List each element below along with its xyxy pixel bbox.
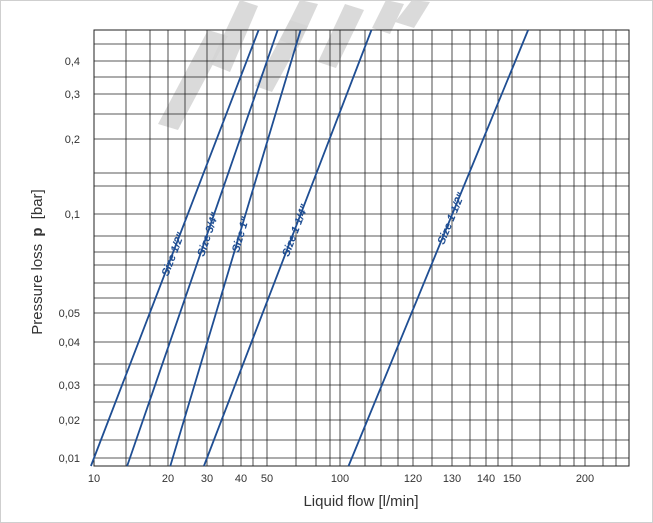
- x-tick-label: 20: [162, 473, 174, 485]
- x-tick-label: 30: [201, 473, 213, 485]
- x-axis-label: Liquid flow [l/min]: [303, 493, 418, 510]
- y-tick-label: 0,05: [59, 308, 80, 320]
- y-tick-label: 0,3: [65, 89, 80, 101]
- y-axis-label-prefix: Pressure loss: [29, 244, 46, 335]
- y-tick-label: 0,1: [65, 209, 80, 221]
- watermark: [158, 0, 430, 130]
- x-tick-label: 100: [331, 473, 349, 485]
- y-tick-label: 0,03: [59, 380, 80, 392]
- x-tick-labels: 10 20 30 40 50 100 120 130 140 150 200: [88, 473, 594, 485]
- x-tick-label: 10: [88, 473, 100, 485]
- y-axis-label-unit: [bar]: [29, 189, 46, 219]
- series-line-2: [169, 29, 302, 467]
- x-tick-label: 130: [443, 473, 461, 485]
- y-tick-label: 0,02: [59, 415, 80, 427]
- watermark-stroke-3: [280, 0, 318, 48]
- x-tick-label: 150: [503, 473, 521, 485]
- watermark-stroke-0: [158, 30, 228, 130]
- series-line-1: [126, 29, 279, 467]
- x-tick-label: 50: [261, 473, 273, 485]
- y-tick-label: 0,4: [65, 56, 80, 68]
- y-tick-label: 0,2: [65, 134, 80, 146]
- series-line-4: [347, 29, 529, 467]
- y-axis-label: Pressure loss p [bar]: [29, 189, 46, 334]
- watermark-stroke-6: [395, 0, 430, 28]
- series-label-0: Size 1/2": [160, 230, 188, 278]
- series-line-0: [90, 29, 260, 467]
- plot-border: [93, 29, 630, 467]
- watermark-stroke-4: [318, 4, 364, 68]
- y-tick-label: 0,04: [59, 337, 80, 349]
- series-label-1: Size 3/4": [195, 210, 221, 258]
- x-tick-label: 200: [576, 473, 594, 485]
- x-tick-label: 120: [404, 473, 422, 485]
- x-tick-label: 140: [477, 473, 495, 485]
- chart-series: Size 1/2" Size 3/4" Size 1" Size 1 1/4" Size…: [90, 29, 529, 467]
- y-tick-labels: 0,4 0,3 0,2 0,1 0,05 0,04 0,03 0,02 0,01: [59, 56, 80, 465]
- x-tick-label: 40: [235, 473, 247, 485]
- series-label-2: Size 1": [230, 215, 252, 254]
- watermark-stroke-1: [210, 0, 258, 72]
- y-tick-label: 0,01: [59, 453, 80, 465]
- watermark-stroke-5: [372, 0, 404, 34]
- y-axis-label-symbol: p: [29, 227, 46, 236]
- series-line-3: [203, 29, 373, 467]
